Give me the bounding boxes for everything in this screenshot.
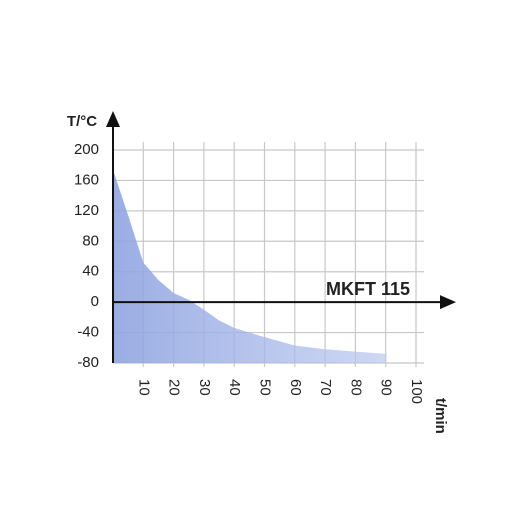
y-tick-label: 200 <box>74 141 99 158</box>
area <box>113 169 386 363</box>
x-tick-label: 60 <box>287 379 304 396</box>
y-axis-arrow <box>106 111 120 127</box>
series-label: MKFT 115 <box>326 279 410 299</box>
x-tick-label: 70 <box>317 379 334 396</box>
x-tick-label: 90 <box>378 379 395 396</box>
y-tick-label: 160 <box>74 171 99 188</box>
x-axis-arrow <box>440 295 456 310</box>
x-tick-label: 20 <box>166 379 183 396</box>
y-axis-title: T/°C <box>67 113 97 130</box>
y-tick-label: -40 <box>77 324 99 341</box>
y-tick-label: 120 <box>74 202 99 219</box>
y-tick-label: 40 <box>82 263 99 280</box>
x-tick-label: 50 <box>257 379 274 396</box>
y-tick-label: 0 <box>91 293 99 310</box>
y-tick-label: 80 <box>82 232 99 249</box>
x-tick-label: 80 <box>347 379 364 396</box>
x-tick-label: 40 <box>226 379 243 396</box>
x-tick-label: 30 <box>196 379 213 396</box>
x-tick-label: 100 <box>408 379 425 404</box>
y-tick-label: -80 <box>77 354 99 371</box>
x-axis-title: t/min <box>432 398 449 434</box>
x-tick-label: 10 <box>135 379 152 396</box>
